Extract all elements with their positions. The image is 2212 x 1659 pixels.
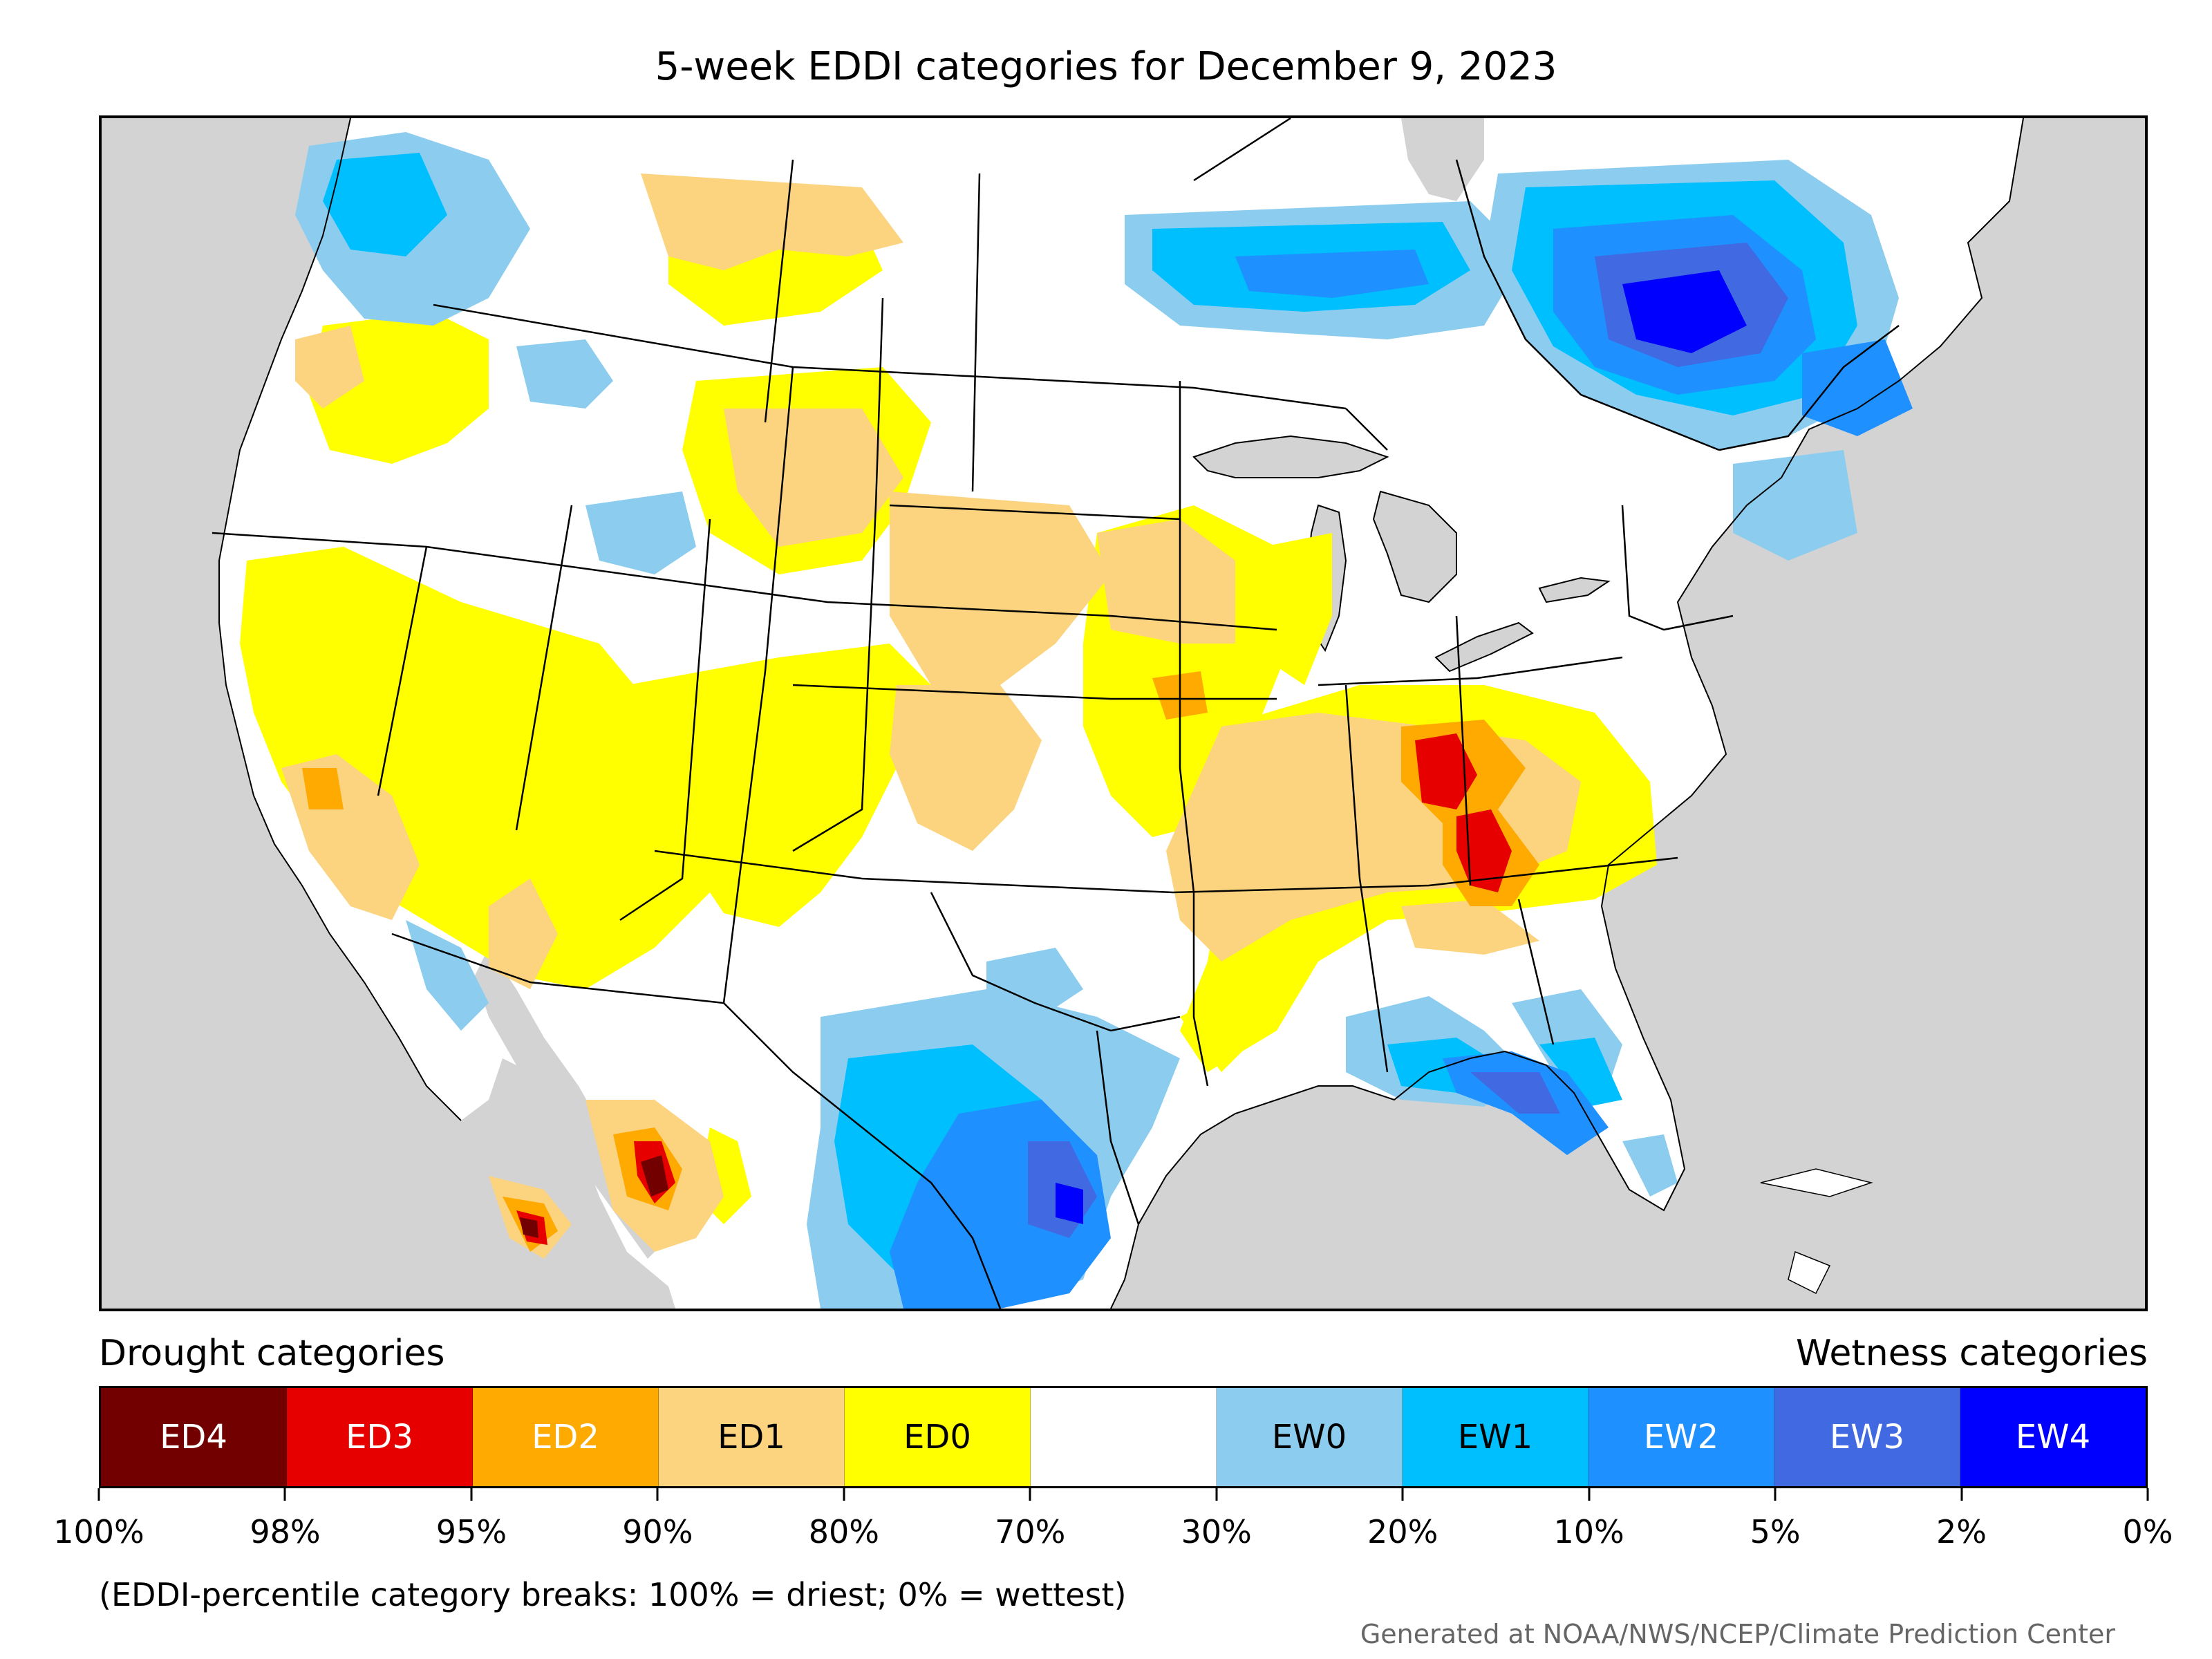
colorbar-tick-labels: 100% 98% 95% 90% 80% 70% 30% 20% 10% 5% 2% 0% [53,1512,2173,1554]
ed4-regions [520,1155,668,1238]
legend-swatch-ew1: EW1 [1403,1388,1588,1486]
ew4-regions [1056,270,1747,1224]
colorbar-tick [2146,1488,2149,1501]
hudson-bay-edge [1401,118,1484,201]
legend-swatch-ed2: ED2 [473,1388,659,1486]
wetness-heading: Wetness categories [1796,1333,2148,1374]
legend-swatch-ew4: EW4 [1960,1388,2146,1486]
caribbean-islands [1760,1168,1873,1295]
colorbar-tick-label: 30% [1181,1513,1252,1550]
colorbar-tick-label: 80% [808,1513,879,1550]
colorbar-ticks [97,1488,2149,1502]
map-title: 5-week EDDI categories for December 9, 2… [655,44,1557,89]
legend-swatch-ew2: EW2 [1588,1388,1774,1486]
colorbar-tick [283,1488,286,1501]
colorbar-tick [1029,1488,1031,1501]
colorbar-tick-label: 2% [1936,1513,1987,1550]
category-note: (EDDI-percentile category breaks: 100% =… [99,1576,1127,1613]
legend-swatch-ed1: ED1 [659,1388,845,1486]
legend-swatch-ed0: ED0 [845,1388,1031,1486]
colorbar-tick-label: 90% [622,1513,693,1550]
eddi-map [99,115,2148,1311]
legend-swatch-ed4: ED4 [101,1388,287,1486]
colorbar-tick-label: 95% [435,1513,507,1550]
credit-text: Generated at NOAA/NWS/NCEP/Climate Predi… [1360,1619,2115,1649]
colorbar-tick-label: 100% [53,1513,144,1550]
colorbar-tick [470,1488,473,1501]
lake-superior [1192,435,1389,478]
colorbar-tick [1588,1488,1591,1501]
colorbar-tick-label: 5% [1750,1513,1801,1550]
colorbar-tick [97,1488,100,1501]
legend-swatch-ew0: EW0 [1217,1388,1403,1486]
colorbar-tick-label: 98% [250,1513,321,1550]
colorbar-tick [1960,1488,1963,1501]
lake-ontario [1538,577,1611,603]
colorbar-tick-label: 20% [1367,1513,1438,1550]
lake-erie [1434,621,1534,673]
eddi-map-canvas [102,118,2145,1309]
colorbar-tick-label: 0% [2122,1513,2173,1550]
colorbar-tick [1401,1488,1404,1501]
colorbar-tick-label: 70% [995,1513,1066,1550]
legend-swatch-ew3: EW3 [1774,1388,1960,1486]
colorbar-tick-label: 10% [1553,1513,1624,1550]
ed1-regions [281,174,1581,1259]
political-borders [212,118,1900,1309]
drought-heading: Drought categories [99,1333,445,1374]
coastlines [218,118,2024,1309]
legend-swatch-neutral [1031,1388,1217,1486]
legend-swatch-ed3: ED3 [287,1388,473,1486]
colorbar-tick [656,1488,659,1501]
category-colorbar: ED4 ED3 ED2 ED1 ED0 EW0 EW1 EW2 EW3 EW4 [99,1386,2148,1488]
colorbar-tick [1774,1488,1777,1501]
lake-huron [1372,490,1457,603]
colorbar-tick [843,1488,845,1501]
colorbar-tick [1215,1488,1218,1501]
